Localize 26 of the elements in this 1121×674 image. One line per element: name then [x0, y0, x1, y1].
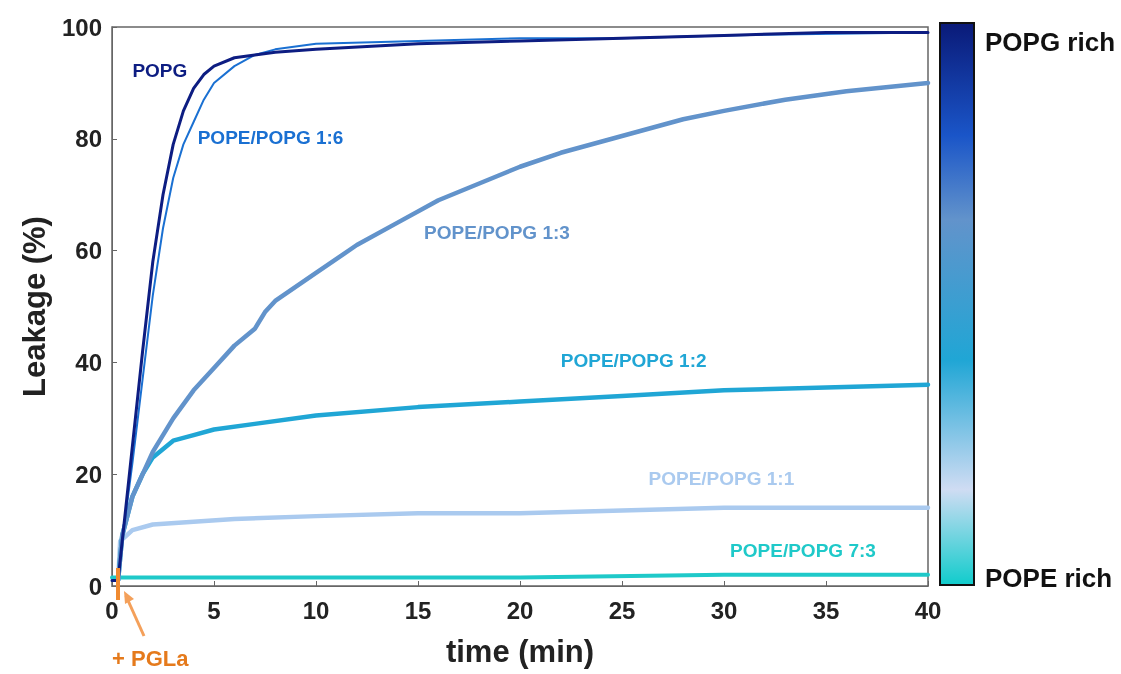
series-label: POPE/POPG 1:1: [648, 467, 795, 489]
y-tick-label: 40: [75, 348, 102, 376]
x-tick-label: 15: [404, 596, 432, 624]
x-tick-label: 40: [914, 596, 942, 624]
y-tick-label: 60: [75, 237, 102, 265]
y-tick-label: 80: [75, 125, 102, 153]
y-axis-title: Leakage (%): [17, 216, 52, 397]
x-tick-label: 10: [302, 596, 330, 624]
y-tick-label: 100: [61, 13, 102, 41]
text: + PGLa: [112, 646, 190, 671]
x-tick-label: 30: [710, 596, 738, 624]
y-tick-label: 0: [88, 572, 102, 600]
x-tick-label: 20: [506, 596, 534, 624]
y-tick-label: 20: [75, 460, 102, 488]
series-label: POPE/POPG 1:3: [424, 221, 570, 243]
text: POPG rich: [985, 27, 1116, 57]
x-tick-label: 0: [105, 596, 119, 624]
series-label: POPE/POPG 1:2: [560, 350, 707, 372]
series-label: POPE/POPG 7:3: [730, 540, 876, 562]
x-tick-label: 25: [608, 596, 636, 624]
series-label: POPG: [132, 59, 188, 81]
series-label: POPE/POPG 1:6: [197, 126, 344, 148]
x-tick-label: 35: [812, 596, 840, 624]
x-axis-title: time (min): [445, 634, 595, 669]
x-tick-label: 5: [207, 596, 221, 624]
text: POPE rich: [985, 563, 1113, 593]
